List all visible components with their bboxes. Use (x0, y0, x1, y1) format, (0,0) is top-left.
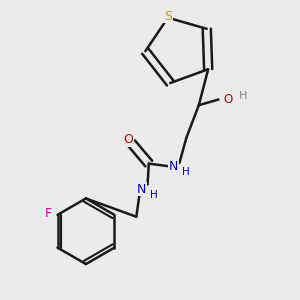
Text: H: H (150, 190, 158, 200)
Text: H: H (239, 91, 248, 101)
Text: O: O (123, 133, 133, 146)
Text: H: H (182, 167, 190, 177)
Text: N: N (169, 160, 178, 172)
Text: O: O (224, 93, 233, 106)
Text: F: F (45, 207, 52, 220)
Text: S: S (164, 10, 172, 22)
Text: N: N (137, 183, 147, 196)
